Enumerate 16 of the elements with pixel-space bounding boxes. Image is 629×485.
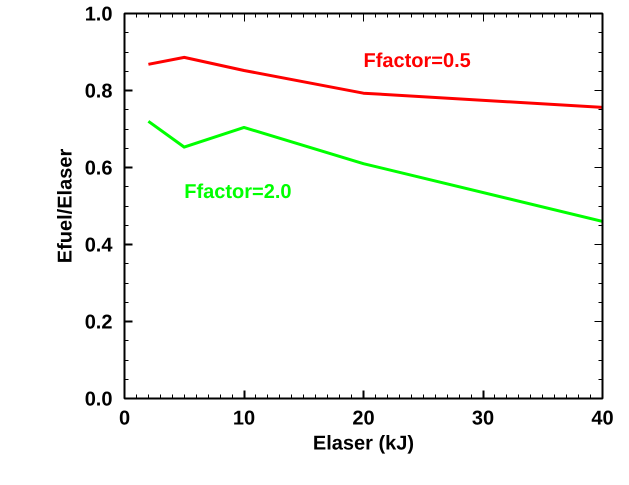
y-axis-title: Efuel/Elaser — [54, 148, 77, 264]
y-tick-label: 0.2 — [84, 312, 113, 334]
y-tick-label: 0.0 — [84, 388, 113, 410]
series-label: Ffactor=0.5 — [364, 50, 471, 72]
y-tick-label: 0.4 — [84, 234, 114, 256]
x-tick-label: 10 — [232, 408, 256, 430]
x-tick-label: 40 — [591, 408, 614, 430]
y-tick-label: 1.0 — [84, 4, 113, 26]
x-tick-label: 30 — [472, 408, 494, 430]
y-tick-label: 0.8 — [84, 80, 113, 102]
x-axis-title: Elaser (kJ) — [312, 432, 414, 454]
series-label: Ffactor=2.0 — [184, 181, 292, 204]
x-tick-label: 20 — [352, 408, 375, 430]
x-tick-label: 0 — [118, 408, 130, 430]
y-tick-label: 0.6 — [84, 158, 113, 180]
line-series — [146, 120, 602, 223]
